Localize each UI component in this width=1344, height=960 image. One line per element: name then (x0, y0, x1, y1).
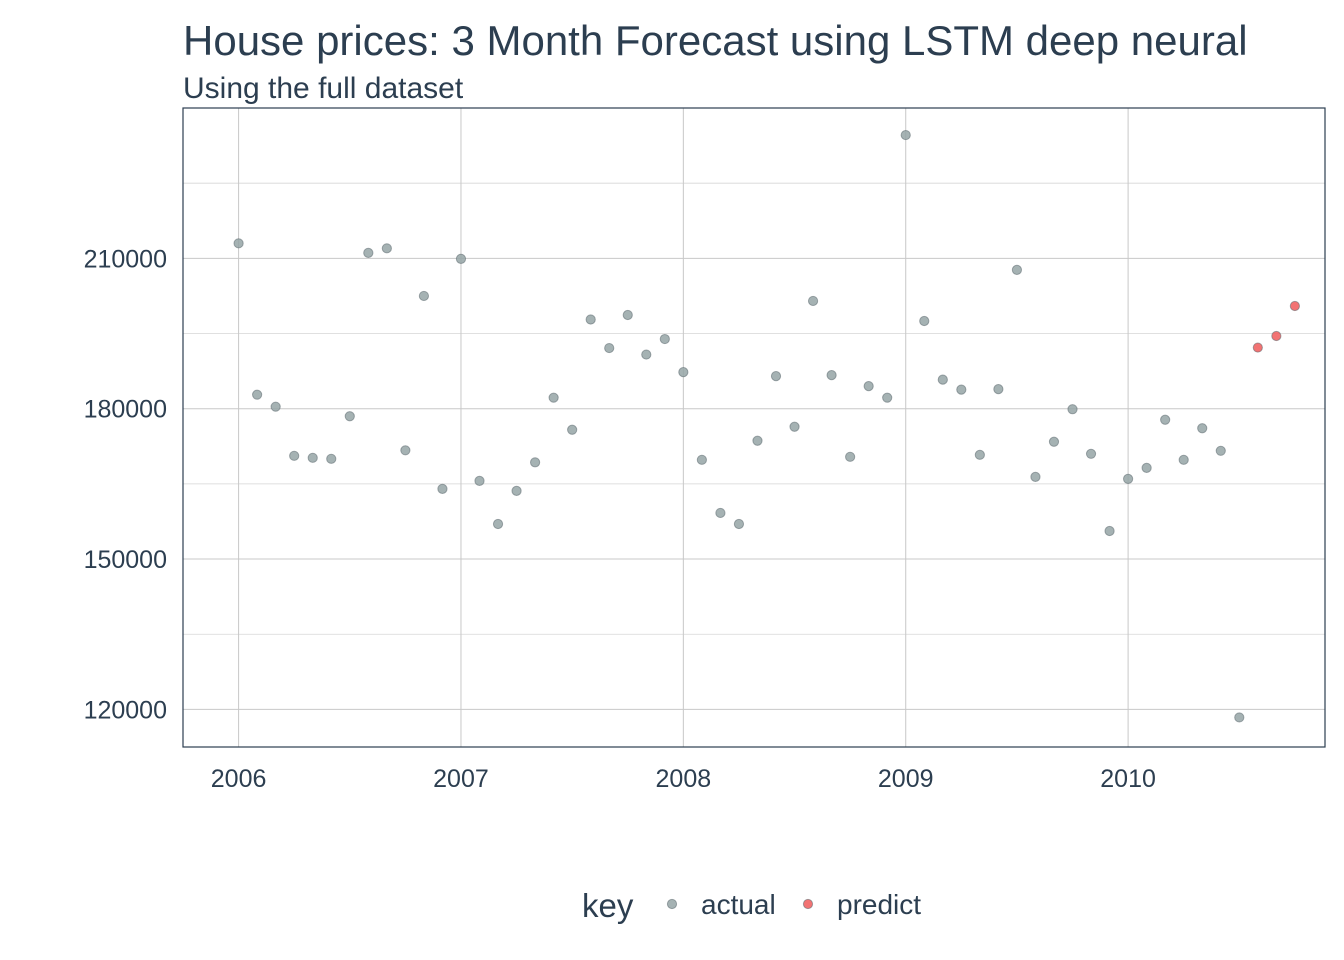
legend-title: key (582, 887, 634, 924)
data-point-actual (789, 421, 800, 432)
data-point-actual (252, 389, 263, 400)
data-point-actual (807, 295, 819, 307)
data-point-actual (937, 374, 948, 385)
data-point-actual (696, 454, 707, 465)
data-point-actual (752, 435, 763, 446)
data-point-actual (715, 507, 726, 519)
data-point-actual (474, 475, 485, 486)
data-point-actual (974, 449, 985, 460)
data-point-actual (511, 485, 522, 496)
data-point-actual (437, 483, 448, 494)
data-point-actual (1104, 525, 1115, 537)
data-point-actual (418, 290, 430, 302)
data-point-actual (363, 247, 374, 258)
data-point-actual (678, 367, 689, 378)
data-point-actual (492, 518, 504, 530)
data-point-actual (344, 411, 355, 422)
data-point-actual (233, 238, 244, 249)
data-point-actual (641, 349, 652, 360)
data-point-actual (826, 370, 837, 381)
x-tick-label: 2009 (878, 765, 934, 793)
data-point-actual (993, 384, 1004, 395)
legend: key actual predict (582, 887, 921, 924)
data-point-actual (919, 315, 930, 327)
legend-key-actual (666, 898, 678, 910)
data-point-actual (381, 243, 392, 254)
data-point-actual (1085, 448, 1097, 459)
y-tick-label: 120000 (84, 696, 167, 724)
data-point-actual (845, 451, 856, 462)
legend-key-predict (802, 898, 814, 910)
chart-subtitle: Using the full dataset (183, 72, 464, 105)
data-point-actual (567, 424, 578, 435)
data-point-actual (1067, 404, 1078, 415)
data-point-actual (956, 384, 967, 395)
plot-panel (182, 107, 1326, 748)
data-point-actual (270, 401, 281, 412)
data-point-actual (733, 518, 745, 530)
data-point-actual (1160, 414, 1171, 425)
data-point-predict (1289, 300, 1300, 312)
data-point-actual (1141, 462, 1152, 473)
data-point-actual (1178, 454, 1189, 465)
legend-label-actual: actual (701, 889, 776, 920)
data-point-actual (604, 342, 615, 354)
data-point-actual (1011, 264, 1023, 275)
x-tick-label: 2008 (656, 765, 712, 793)
x-tick-label: 2010 (1100, 765, 1156, 793)
data-point-actual (659, 333, 670, 345)
y-axis-ticks: 120000 150000 180000 210000 (84, 245, 167, 724)
x-tick-label: 2007 (433, 765, 489, 793)
data-point-actual (400, 445, 411, 456)
data-point-actual (770, 371, 782, 382)
data-point-predict (1271, 330, 1282, 342)
data-point-actual (622, 309, 633, 321)
data-point-actual (585, 314, 596, 325)
y-tick-label: 150000 (84, 546, 167, 574)
data-point-actual (863, 381, 874, 392)
x-tick-label: 2006 (211, 765, 267, 793)
data-point-actual (529, 457, 541, 468)
data-point-actual (307, 452, 318, 463)
data-point-actual (1048, 436, 1060, 447)
data-point-actual (289, 450, 300, 461)
data-point-actual (900, 129, 911, 141)
data-point-actual (1197, 423, 1208, 434)
data-point-actual (326, 453, 337, 464)
data-point-actual (1234, 712, 1245, 723)
data-point-actual (1215, 445, 1226, 456)
x-axis-ticks: 2006 2007 2008 2009 2010 (211, 765, 1156, 793)
y-tick-label: 210000 (84, 245, 167, 273)
data-point-actual (1123, 473, 1134, 484)
data-point-actual (1030, 471, 1041, 482)
legend-label-predict: predict (837, 889, 921, 920)
y-tick-label: 180000 (84, 396, 167, 424)
data-point-actual (455, 253, 467, 264)
data-points (233, 129, 1300, 723)
chart-title: House prices: 3 Month Forecast using LST… (183, 17, 1248, 64)
data-point-actual (882, 392, 893, 403)
grid (183, 108, 1325, 747)
data-point-predict (1252, 342, 1263, 353)
data-point-actual (548, 392, 559, 403)
